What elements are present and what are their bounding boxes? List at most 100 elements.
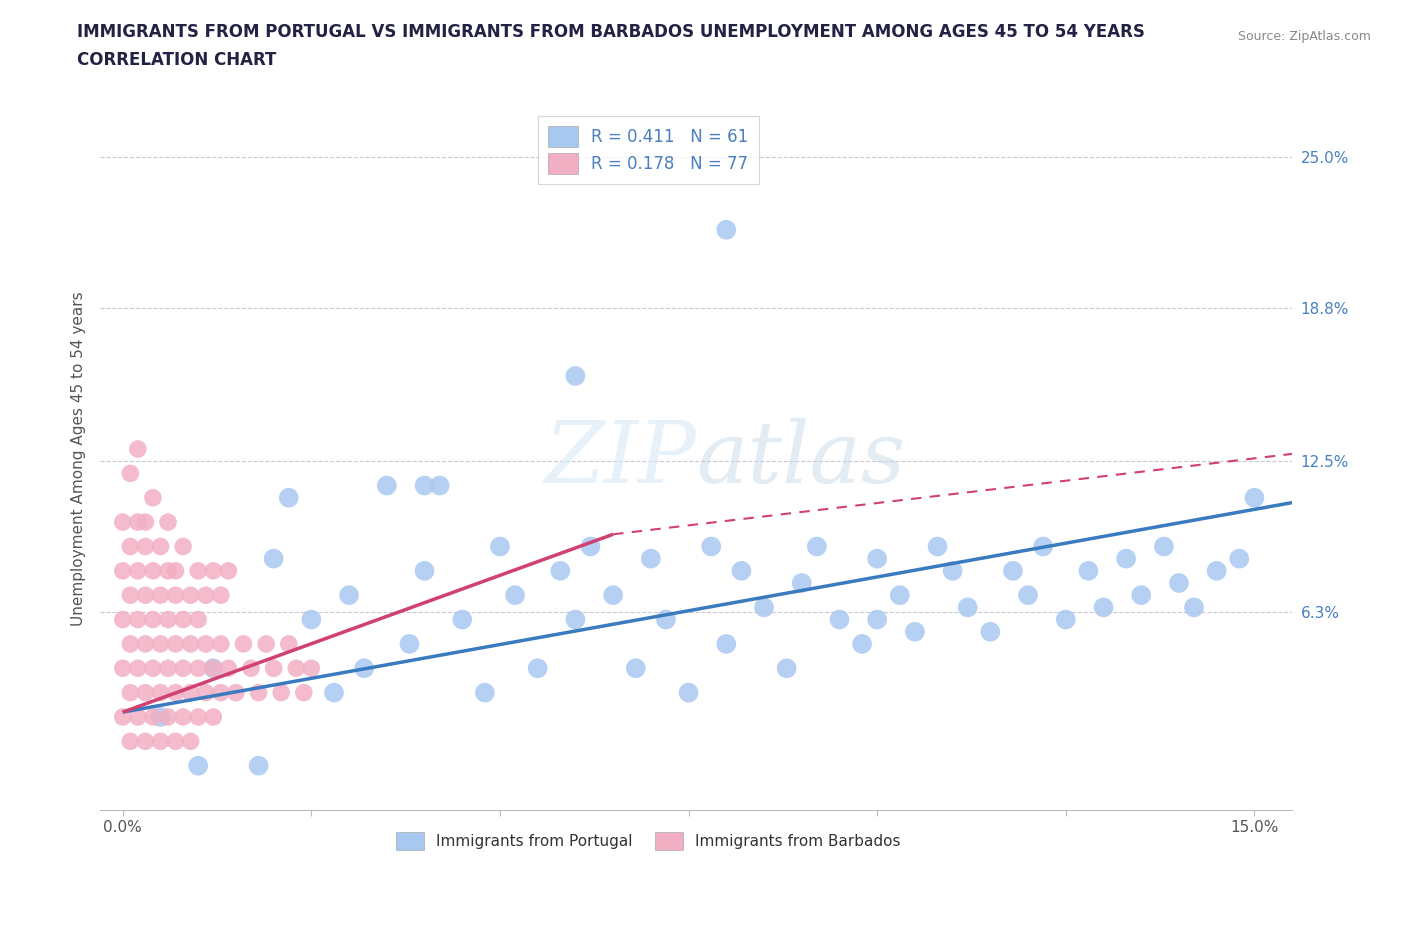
- Point: [172, 710, 194, 724]
- Point: [202, 564, 225, 578]
- Point: [942, 564, 965, 578]
- Point: [180, 685, 202, 700]
- Point: [142, 490, 165, 505]
- Point: [247, 758, 270, 773]
- Point: [232, 636, 254, 651]
- Point: [790, 576, 813, 591]
- Point: [904, 624, 927, 639]
- Text: CORRELATION CHART: CORRELATION CHART: [77, 51, 277, 69]
- Legend: Immigrants from Portugal, Immigrants from Barbados: Immigrants from Portugal, Immigrants fro…: [388, 824, 908, 858]
- Point: [111, 612, 134, 627]
- Point: [240, 661, 263, 676]
- Point: [120, 685, 142, 700]
- Point: [165, 564, 187, 578]
- Point: [247, 685, 270, 700]
- Point: [927, 539, 949, 554]
- Point: [209, 588, 232, 603]
- Point: [624, 661, 647, 676]
- Point: [172, 539, 194, 554]
- Point: [851, 636, 873, 651]
- Point: [413, 564, 436, 578]
- Point: [640, 551, 662, 566]
- Point: [157, 514, 180, 529]
- Point: [187, 564, 209, 578]
- Point: [956, 600, 979, 615]
- Point: [299, 661, 322, 676]
- Point: [180, 636, 202, 651]
- Point: [209, 685, 232, 700]
- Point: [398, 636, 420, 651]
- Point: [323, 685, 346, 700]
- Point: [149, 636, 172, 651]
- Point: [127, 710, 149, 724]
- Point: [217, 661, 239, 676]
- Point: [270, 685, 292, 700]
- Point: [111, 514, 134, 529]
- Point: [187, 612, 209, 627]
- Point: [1054, 612, 1077, 627]
- Point: [1017, 588, 1039, 603]
- Point: [254, 636, 277, 651]
- Point: [180, 734, 202, 749]
- Point: [889, 588, 911, 603]
- Point: [202, 710, 225, 724]
- Point: [285, 661, 308, 676]
- Point: [451, 612, 474, 627]
- Point: [337, 588, 360, 603]
- Point: [828, 612, 851, 627]
- Point: [1077, 564, 1099, 578]
- Point: [716, 222, 738, 237]
- Point: [149, 710, 172, 724]
- Point: [127, 442, 149, 457]
- Point: [730, 564, 752, 578]
- Point: [1115, 551, 1137, 566]
- Point: [1182, 600, 1205, 615]
- Point: [149, 588, 172, 603]
- Point: [157, 710, 180, 724]
- Point: [866, 612, 889, 627]
- Point: [209, 636, 232, 651]
- Point: [263, 661, 285, 676]
- Point: [299, 612, 322, 627]
- Point: [172, 612, 194, 627]
- Point: [217, 564, 239, 578]
- Point: [1032, 539, 1054, 554]
- Point: [142, 612, 165, 627]
- Point: [866, 551, 889, 566]
- Point: [127, 514, 149, 529]
- Point: [550, 564, 572, 578]
- Point: [127, 564, 149, 578]
- Point: [564, 368, 586, 383]
- Point: [194, 636, 217, 651]
- Point: [134, 636, 156, 651]
- Point: [775, 661, 797, 676]
- Point: [187, 661, 209, 676]
- Point: [127, 612, 149, 627]
- Point: [134, 588, 156, 603]
- Point: [489, 539, 512, 554]
- Point: [180, 588, 202, 603]
- Point: [1243, 490, 1265, 505]
- Point: [111, 661, 134, 676]
- Point: [700, 539, 723, 554]
- Point: [1205, 564, 1227, 578]
- Point: [716, 636, 738, 651]
- Point: [142, 661, 165, 676]
- Point: [277, 490, 299, 505]
- Text: Source: ZipAtlas.com: Source: ZipAtlas.com: [1237, 30, 1371, 43]
- Point: [120, 539, 142, 554]
- Point: [602, 588, 624, 603]
- Point: [353, 661, 375, 676]
- Point: [120, 636, 142, 651]
- Point: [263, 551, 285, 566]
- Point: [157, 612, 180, 627]
- Text: atlas: atlas: [696, 418, 905, 500]
- Point: [474, 685, 496, 700]
- Point: [127, 661, 149, 676]
- Point: [1168, 576, 1191, 591]
- Point: [157, 661, 180, 676]
- Point: [134, 685, 156, 700]
- Point: [134, 539, 156, 554]
- Point: [165, 685, 187, 700]
- Point: [678, 685, 700, 700]
